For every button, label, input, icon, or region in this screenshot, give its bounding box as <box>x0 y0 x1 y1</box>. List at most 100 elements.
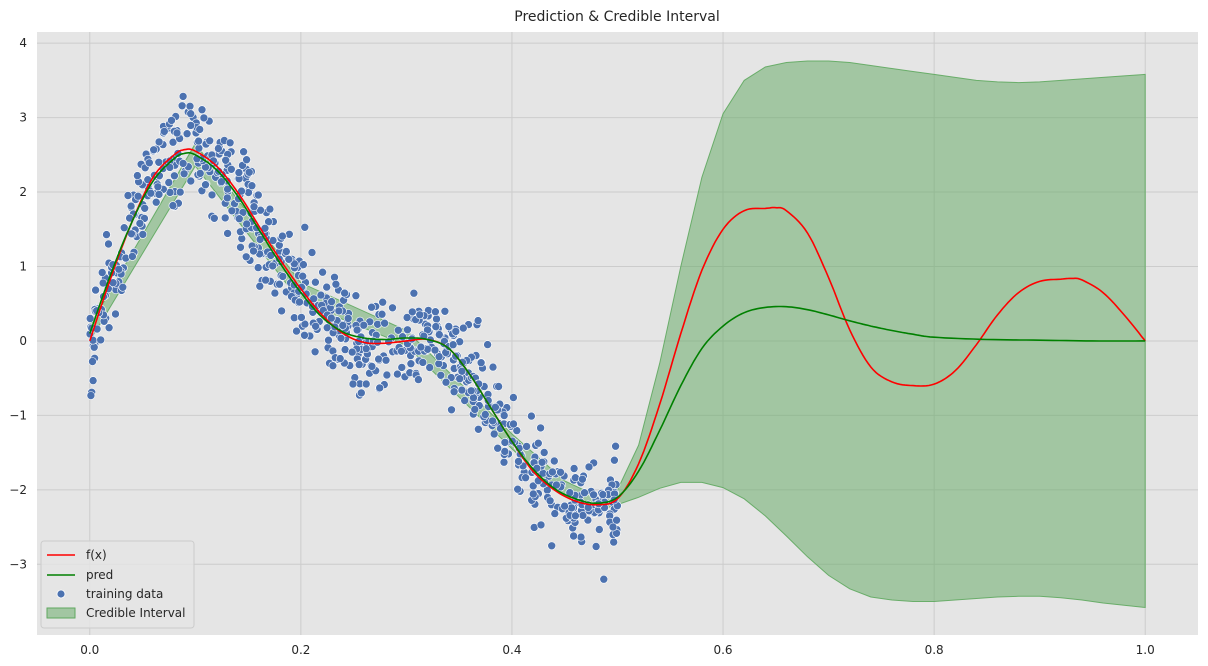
training-data-point <box>234 168 244 177</box>
training-data-point <box>223 193 232 203</box>
training-data-point <box>584 462 594 472</box>
training-data-point <box>398 332 407 342</box>
training-data-point <box>434 330 444 339</box>
training-data-point <box>133 171 142 180</box>
training-data-point <box>242 155 251 164</box>
y-tick-label: −1 <box>9 408 27 422</box>
training-data-point <box>610 455 619 465</box>
pred-line <box>89 152 1146 505</box>
training-data-point <box>111 309 120 319</box>
training-data-point <box>407 334 417 344</box>
training-data-point <box>97 268 107 277</box>
training-data-point <box>373 319 382 329</box>
training-data-point <box>374 354 383 364</box>
training-data-point <box>297 313 306 322</box>
training-data-point <box>425 363 435 372</box>
x-tick-label: 1.0 <box>1136 643 1155 657</box>
training-data-point <box>178 92 188 101</box>
training-data-point <box>609 537 619 547</box>
training-data-point <box>351 291 361 301</box>
training-data-point <box>281 247 291 256</box>
training-data-point <box>326 313 336 323</box>
training-data-point <box>382 370 392 380</box>
training-data-point <box>292 326 301 336</box>
training-data-point <box>327 297 336 306</box>
training-data-point <box>126 201 136 211</box>
training-data-point <box>560 501 569 511</box>
training-data-point <box>265 204 275 214</box>
training-data-point <box>489 429 499 439</box>
training-data-point <box>201 180 210 189</box>
training-data-point <box>220 213 230 223</box>
training-data-point <box>494 382 503 391</box>
training-data-point <box>227 206 237 216</box>
training-data-point <box>499 411 509 420</box>
training-data-point <box>402 313 412 322</box>
training-data-point <box>449 387 459 397</box>
training-data-point <box>539 448 549 457</box>
training-data-point <box>104 323 114 333</box>
training-data-point <box>354 360 364 369</box>
training-data-point <box>388 303 397 313</box>
training-data-point <box>154 137 164 147</box>
training-data-point <box>434 352 444 361</box>
x-tick-labels: 0.0 0.2 0.4 0.6 0.8 1.0 <box>80 643 1155 657</box>
training-data-point <box>96 335 105 345</box>
legend-label-credible-interval: Credible Interval <box>86 606 186 620</box>
training-data-point <box>599 574 609 584</box>
training-data-point <box>275 279 284 289</box>
training-data-point <box>138 230 148 239</box>
training-data-point <box>210 214 219 223</box>
training-data-point <box>431 307 440 317</box>
training-data-point <box>548 467 557 477</box>
training-data-point <box>347 347 357 357</box>
training-data-point <box>85 314 95 323</box>
training-data-point <box>91 285 100 295</box>
training-data-point <box>179 169 189 179</box>
training-data-point <box>457 385 467 395</box>
training-data-point <box>447 405 456 415</box>
training-data-point <box>151 197 161 207</box>
training-data-point <box>483 340 492 349</box>
training-data-point <box>431 322 441 331</box>
training-data-point <box>545 496 555 506</box>
training-data-point <box>591 542 601 551</box>
training-data-points <box>85 92 622 584</box>
training-data-point <box>480 410 490 419</box>
training-data-point <box>318 267 327 277</box>
training-data-point <box>430 345 440 355</box>
training-data-point <box>509 393 518 402</box>
training-data-point <box>393 325 403 335</box>
training-data-point <box>409 288 419 298</box>
training-data-point <box>583 503 593 512</box>
training-data-point <box>195 169 205 178</box>
training-data-point <box>86 391 96 400</box>
training-data-point <box>528 489 538 499</box>
training-data-point <box>140 204 149 213</box>
training-data-point <box>378 297 388 307</box>
training-data-point <box>594 525 604 534</box>
training-data-point <box>340 345 350 354</box>
training-data-point <box>249 202 259 211</box>
training-data-point <box>578 474 587 484</box>
training-data-point <box>214 144 223 153</box>
training-data-point <box>118 282 128 292</box>
legend-swatch-credible-interval <box>46 607 76 619</box>
training-data-point <box>289 259 299 269</box>
training-data-point <box>367 362 377 371</box>
training-data-point <box>175 187 185 197</box>
training-data-point <box>309 294 319 304</box>
training-data-point <box>500 438 510 447</box>
training-data-point <box>277 306 286 316</box>
training-data-point <box>135 219 145 228</box>
training-data-point <box>145 158 154 168</box>
training-data-point <box>361 344 371 354</box>
training-data-point <box>253 263 263 272</box>
training-data-point <box>397 363 407 372</box>
training-data-point <box>133 191 143 201</box>
training-data-point <box>300 223 310 232</box>
training-data-point <box>493 443 503 453</box>
training-data-point <box>178 159 188 168</box>
training-data-point <box>278 231 287 241</box>
